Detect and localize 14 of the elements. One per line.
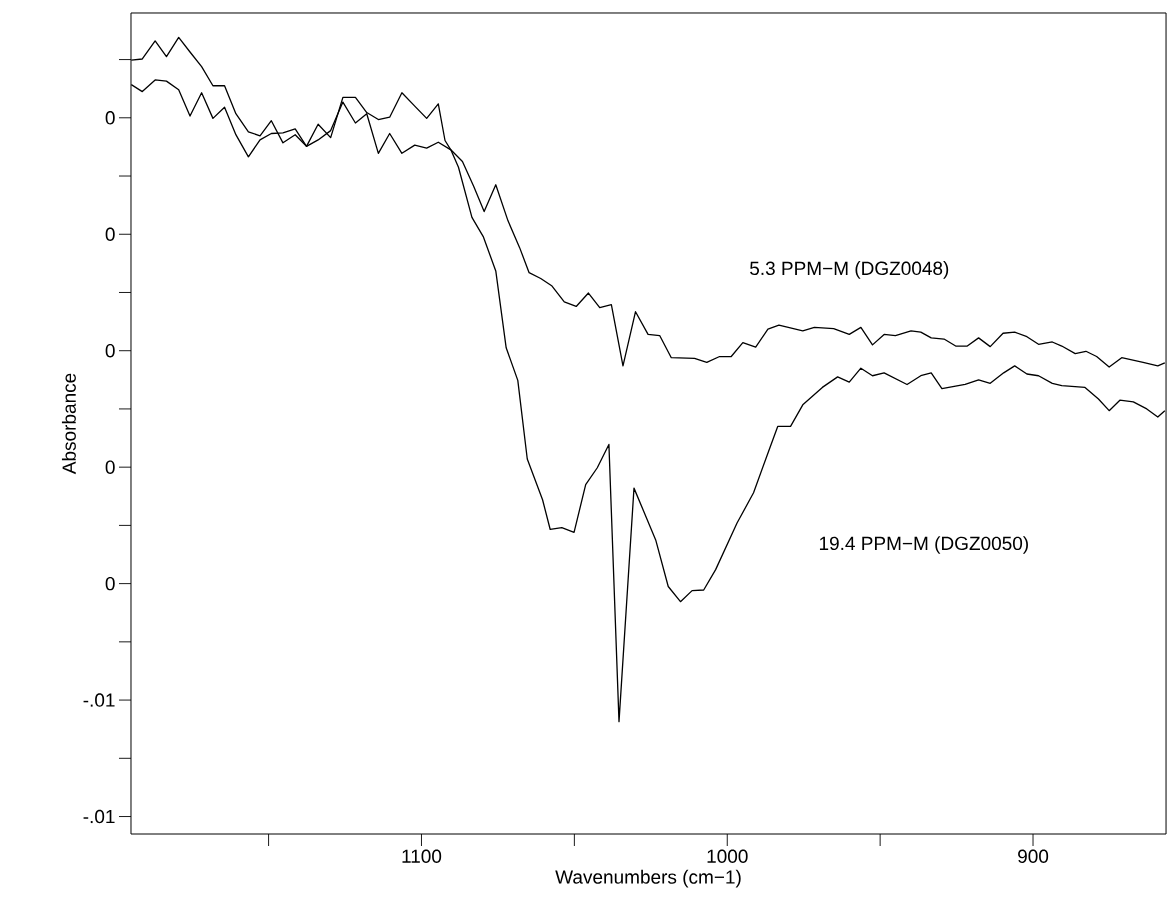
y-tick-label: 0	[105, 227, 115, 241]
y-tick-label: 0	[105, 343, 115, 358]
y-tick-label: 0	[105, 111, 115, 125]
y-tick-label: 0	[105, 576, 115, 591]
x-tick-label: 900	[1018, 849, 1049, 863]
y-tick-label: -.01	[83, 809, 115, 824]
y-tick-label: -.01	[83, 693, 115, 707]
annotation: 19.4 PPM−M (DGZ0050)	[819, 536, 1028, 554]
x-axis-title: Wavenumbers (cm−1)	[555, 869, 741, 888]
x-tick-label: 1100	[402, 849, 442, 863]
y-tick-label: 0	[105, 460, 115, 474]
annotation: 5.3 PPM−M (DGZ0048)	[750, 261, 949, 279]
y-axis-title: Absorbance	[61, 373, 76, 475]
x-tick-label: 1000	[707, 849, 748, 863]
